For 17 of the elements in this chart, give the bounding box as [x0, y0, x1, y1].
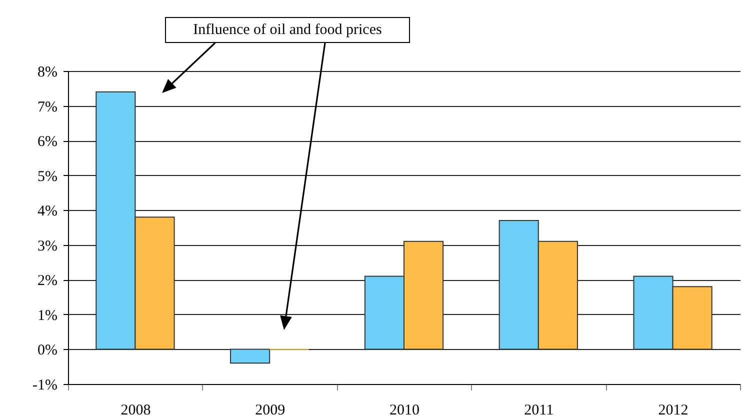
y-tick-label: 6% [38, 134, 58, 150]
y-tick-label: 0% [38, 342, 58, 359]
y-tick-label: 3% [38, 238, 58, 254]
y-tick-label: 1% [38, 308, 58, 324]
x-tick-label: 2008 [120, 402, 151, 418]
y-tick-label: -1% [32, 378, 58, 394]
x-tick-label: 2011 [524, 402, 554, 418]
y-tick-label: 8% [38, 64, 58, 80]
text: Influence of oil and food prices [165, 17, 410, 43]
x-tick-label: 2012 [658, 402, 688, 418]
bar [230, 348, 270, 364]
y-tick-label: 7% [38, 99, 58, 116]
y-tick-label: 2% [38, 273, 58, 290]
x-tick-label: 2009 [255, 402, 286, 418]
x-tick-label: 2010 [390, 402, 420, 418]
y-tick-label: 4% [38, 204, 58, 220]
y-tick-label: 5% [38, 168, 58, 185]
